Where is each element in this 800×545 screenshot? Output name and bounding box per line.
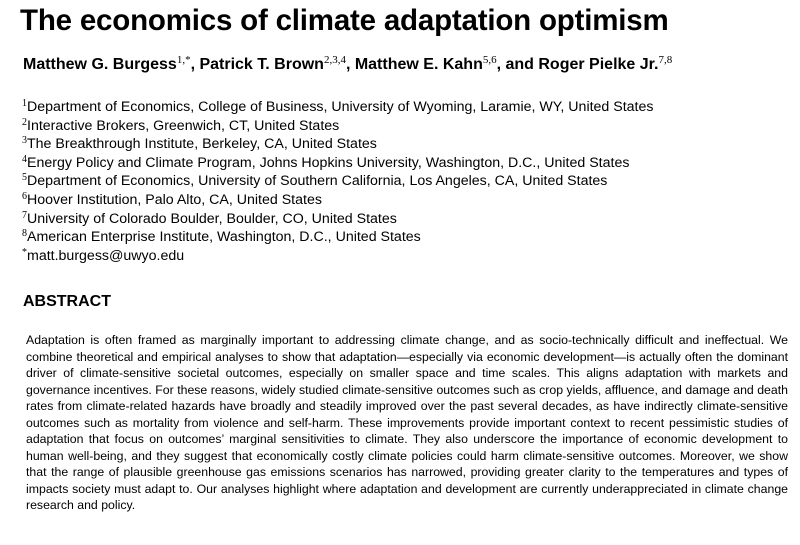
author-name: Matthew E. Kahn (354, 56, 483, 73)
author-affiliation-marks: 5,6 (482, 54, 497, 66)
affiliation-text: Department of Economics, College of Busi… (27, 99, 654, 115)
paper-title: The economics of climate adaptation opti… (20, 4, 669, 37)
corresponding-email[interactable]: *matt.burgess@uwyo.edu (22, 247, 654, 266)
affiliation-list: 1Department of Economics, College of Bus… (22, 98, 654, 265)
author-name: Patrick T. Brown (199, 56, 324, 73)
author: Matthew G. Burgess1,*, (23, 54, 200, 74)
author-separator: , and (496, 56, 539, 73)
affiliation-mark: 8 (22, 228, 27, 240)
affiliation-item: 4Energy Policy and Climate Program, John… (22, 154, 654, 173)
affiliation-item: 1Department of Economics, College of Bus… (22, 98, 654, 117)
author-separator: , (190, 56, 200, 73)
affiliation-mark: 2 (22, 116, 27, 128)
affiliation-text: Department of Economics, University of S… (27, 173, 608, 190)
author: Roger Pielke Jr.7,8 (538, 54, 673, 74)
affiliation-item: 3The Breakthrough Institute, Berkeley, C… (22, 135, 654, 154)
author-name: Roger Pielke Jr. (538, 56, 659, 73)
affiliation-text: American Enterprise Institute, Washingto… (27, 229, 421, 246)
author-list: Matthew G. Burgess1,*, Patrick T. Brown2… (23, 54, 673, 74)
author-name: Matthew G. Burgess (23, 56, 177, 73)
email-link[interactable]: matt.burgess@uwyo.edu (27, 247, 185, 264)
author-affiliation-marks: 1,* (176, 54, 191, 66)
author: Matthew E. Kahn5,6, and (354, 54, 539, 74)
abstract-heading: ABSTRACT (23, 293, 111, 310)
affiliation-item: 6Hoover Institution, Palo Alto, CA, Unit… (22, 191, 654, 210)
affiliation-text: Hoover Institution, Palo Alto, CA, Unite… (27, 191, 322, 208)
affiliation-item: 7University of Colorado Boulder, Boulder… (22, 210, 654, 229)
affiliation-mark: 4 (22, 153, 27, 165)
affiliation-item: 2Interactive Brokers, Greenwich, CT, Uni… (22, 117, 654, 136)
affiliation-text: Interactive Brokers, Greenwich, CT, Unit… (27, 117, 340, 134)
affiliation-mark: 7 (22, 209, 27, 221)
affiliation-item: 5Department of Economics, University of … (22, 172, 654, 191)
affiliation-text: Energy Policy and Climate Program, Johns… (27, 154, 630, 171)
affiliation-mark: 1 (22, 98, 27, 109)
abstract-body: Adaptation is often framed as marginally… (26, 333, 788, 512)
affiliation-text: The Breakthrough Institute, Berkeley, CA… (27, 136, 377, 153)
affiliation-item: 8American Enterprise Institute, Washingt… (22, 228, 654, 247)
affiliation-mark: 6 (22, 190, 27, 202)
author-separator: , (345, 56, 355, 73)
author-affiliation-marks: 2,3,4 (323, 54, 346, 66)
author: Patrick T. Brown2,3,4, (199, 54, 355, 74)
affiliation-mark: 5 (22, 172, 27, 184)
author-affiliation-marks: 7,8 (658, 54, 673, 66)
affiliation-mark: 3 (22, 135, 27, 147)
affiliation-text: University of Colorado Boulder, Boulder,… (27, 210, 397, 227)
affiliation-mark: * (22, 246, 27, 258)
